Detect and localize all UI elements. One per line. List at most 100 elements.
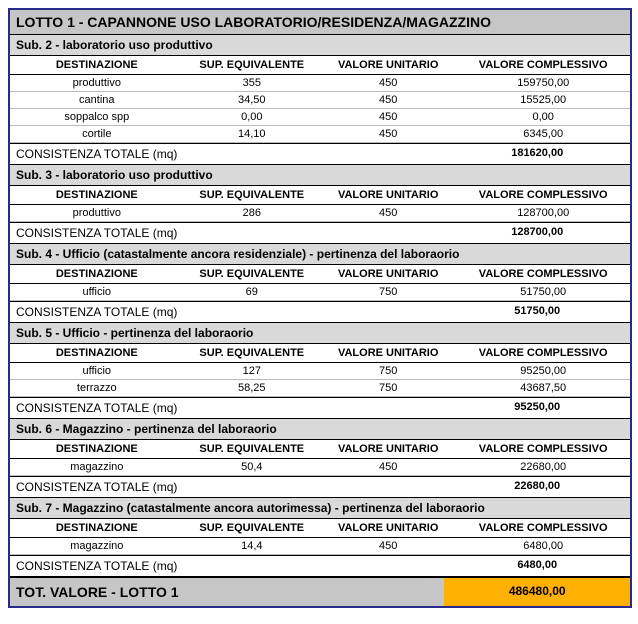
cell: 355 xyxy=(184,75,320,92)
cell: ufficio xyxy=(10,363,184,380)
section-subtitle: Sub. 7 - Magazzino (catastalmente ancora… xyxy=(10,498,630,519)
section-table: DESTINAZIONESUP. EQUIVALENTEVALORE UNITA… xyxy=(10,265,630,301)
consistenza-row: CONSISTENZA TOTALE (mq)181620,00 xyxy=(10,144,630,165)
cell: 14,4 xyxy=(184,538,320,555)
col-header: DESTINAZIONE xyxy=(10,519,184,538)
consistenza-value: 22680,00 xyxy=(444,477,630,497)
cell: 0,00 xyxy=(456,109,630,126)
cell: soppalco spp xyxy=(10,109,184,126)
cell: 15525,00 xyxy=(456,92,630,109)
cell: ufficio xyxy=(10,284,184,301)
cell: terrazzo xyxy=(10,380,184,397)
consistenza-value: 128700,00 xyxy=(444,223,630,243)
col-header: SUP. EQUIVALENTE xyxy=(184,56,320,75)
consistenza-label: CONSISTENZA TOTALE (mq) xyxy=(10,398,444,418)
col-header: VALORE UNITARIO xyxy=(320,440,456,459)
table-row: cortile14,104506345,00 xyxy=(10,126,630,143)
cell: 750 xyxy=(320,363,456,380)
consistenza-value: 51750,00 xyxy=(444,302,630,322)
col-header: DESTINAZIONE xyxy=(10,265,184,284)
cell: cantina xyxy=(10,92,184,109)
col-header: VALORE UNITARIO xyxy=(320,344,456,363)
cell: 450 xyxy=(320,75,456,92)
col-header: VALORE UNITARIO xyxy=(320,519,456,538)
cell: 0,00 xyxy=(184,109,320,126)
section-table: DESTINAZIONESUP. EQUIVALENTEVALORE UNITA… xyxy=(10,440,630,476)
cell: 50,4 xyxy=(184,459,320,476)
cell: magazzino xyxy=(10,459,184,476)
consistenza-value: 95250,00 xyxy=(444,398,630,418)
lotto-title: LOTTO 1 - CAPANNONE USO LABORATORIO/RESI… xyxy=(10,10,630,35)
consistenza-label: CONSISTENZA TOTALE (mq) xyxy=(10,477,444,497)
cell: produttivo xyxy=(10,205,184,222)
section-subtitle: Sub. 2 - laboratorio uso produttivo xyxy=(10,35,630,56)
cell: 127 xyxy=(184,363,320,380)
cell: produttivo xyxy=(10,75,184,92)
table-row: ufficio6975051750,00 xyxy=(10,284,630,301)
cell: 750 xyxy=(320,380,456,397)
cell: 69 xyxy=(184,284,320,301)
section-body: DESTINAZIONESUP. EQUIVALENTEVALORE UNITA… xyxy=(10,519,630,556)
col-header: VALORE UNITARIO xyxy=(320,56,456,75)
consistenza-label: CONSISTENZA TOTALE (mq) xyxy=(10,144,444,164)
col-header: SUP. EQUIVALENTE xyxy=(184,344,320,363)
grand-total-value: 486480,00 xyxy=(444,578,630,606)
col-header: VALORE COMPLESSIVO xyxy=(456,186,630,205)
section-table: DESTINAZIONESUP. EQUIVALENTEVALORE UNITA… xyxy=(10,344,630,397)
consistenza-row: CONSISTENZA TOTALE (mq)95250,00 xyxy=(10,398,630,419)
col-header: SUP. EQUIVALENTE xyxy=(184,265,320,284)
cell: 450 xyxy=(320,538,456,555)
consistenza-row: CONSISTENZA TOTALE (mq)51750,00 xyxy=(10,302,630,323)
section-body: DESTINAZIONESUP. EQUIVALENTEVALORE UNITA… xyxy=(10,440,630,477)
cell: 750 xyxy=(320,284,456,301)
section-body: DESTINAZIONESUP. EQUIVALENTEVALORE UNITA… xyxy=(10,56,630,144)
table-row: magazzino14,44506480,00 xyxy=(10,538,630,555)
consistenza-label: CONSISTENZA TOTALE (mq) xyxy=(10,556,444,576)
cell: 286 xyxy=(184,205,320,222)
col-header: VALORE COMPLESSIVO xyxy=(456,440,630,459)
section-table: DESTINAZIONESUP. EQUIVALENTEVALORE UNITA… xyxy=(10,519,630,555)
consistenza-value: 181620,00 xyxy=(444,144,630,164)
consistenza-row: CONSISTENZA TOTALE (mq)6480,00 xyxy=(10,556,630,577)
table-row: produttivo355450159750,00 xyxy=(10,75,630,92)
cell: 128700,00 xyxy=(456,205,630,222)
section-body: DESTINAZIONESUP. EQUIVALENTEVALORE UNITA… xyxy=(10,186,630,223)
cell: 22680,00 xyxy=(456,459,630,476)
section-subtitle: Sub. 3 - laboratorio uso produttivo xyxy=(10,165,630,186)
consistenza-label: CONSISTENZA TOTALE (mq) xyxy=(10,302,444,322)
cell: 450 xyxy=(320,109,456,126)
col-header: SUP. EQUIVALENTE xyxy=(184,186,320,205)
sections-container: Sub. 2 - laboratorio uso produttivoDESTI… xyxy=(10,35,630,577)
cell: magazzino xyxy=(10,538,184,555)
col-header: SUP. EQUIVALENTE xyxy=(184,519,320,538)
consistenza-row: CONSISTENZA TOTALE (mq)128700,00 xyxy=(10,223,630,244)
table-row: cantina34,5045015525,00 xyxy=(10,92,630,109)
col-header: DESTINAZIONE xyxy=(10,56,184,75)
cell: 450 xyxy=(320,92,456,109)
col-header: DESTINAZIONE xyxy=(10,186,184,205)
section-table: DESTINAZIONESUP. EQUIVALENTEVALORE UNITA… xyxy=(10,186,630,222)
col-header: VALORE UNITARIO xyxy=(320,265,456,284)
consistenza-row: CONSISTENZA TOTALE (mq)22680,00 xyxy=(10,477,630,498)
lotto-table: LOTTO 1 - CAPANNONE USO LABORATORIO/RESI… xyxy=(8,8,632,608)
cell: 450 xyxy=(320,205,456,222)
cell: 450 xyxy=(320,459,456,476)
col-header: VALORE COMPLESSIVO xyxy=(456,56,630,75)
col-header: VALORE COMPLESSIVO xyxy=(456,519,630,538)
col-header: SUP. EQUIVALENTE xyxy=(184,440,320,459)
grand-total-label: TOT. VALORE - LOTTO 1 xyxy=(10,578,444,606)
cell: 95250,00 xyxy=(456,363,630,380)
section-subtitle: Sub. 4 - Ufficio (catastalmente ancora r… xyxy=(10,244,630,265)
section-subtitle: Sub. 5 - Ufficio - pertinenza del labora… xyxy=(10,323,630,344)
col-header: DESTINAZIONE xyxy=(10,344,184,363)
table-row: produttivo286450128700,00 xyxy=(10,205,630,222)
cell: 6345,00 xyxy=(456,126,630,143)
cell: cortile xyxy=(10,126,184,143)
cell: 14,10 xyxy=(184,126,320,143)
table-row: terrazzo58,2575043687,50 xyxy=(10,380,630,397)
cell: 58,25 xyxy=(184,380,320,397)
consistenza-value: 6480,00 xyxy=(444,556,630,576)
consistenza-label: CONSISTENZA TOTALE (mq) xyxy=(10,223,444,243)
col-header: VALORE COMPLESSIVO xyxy=(456,265,630,284)
grand-total-row: TOT. VALORE - LOTTO 1 486480,00 xyxy=(10,577,630,606)
